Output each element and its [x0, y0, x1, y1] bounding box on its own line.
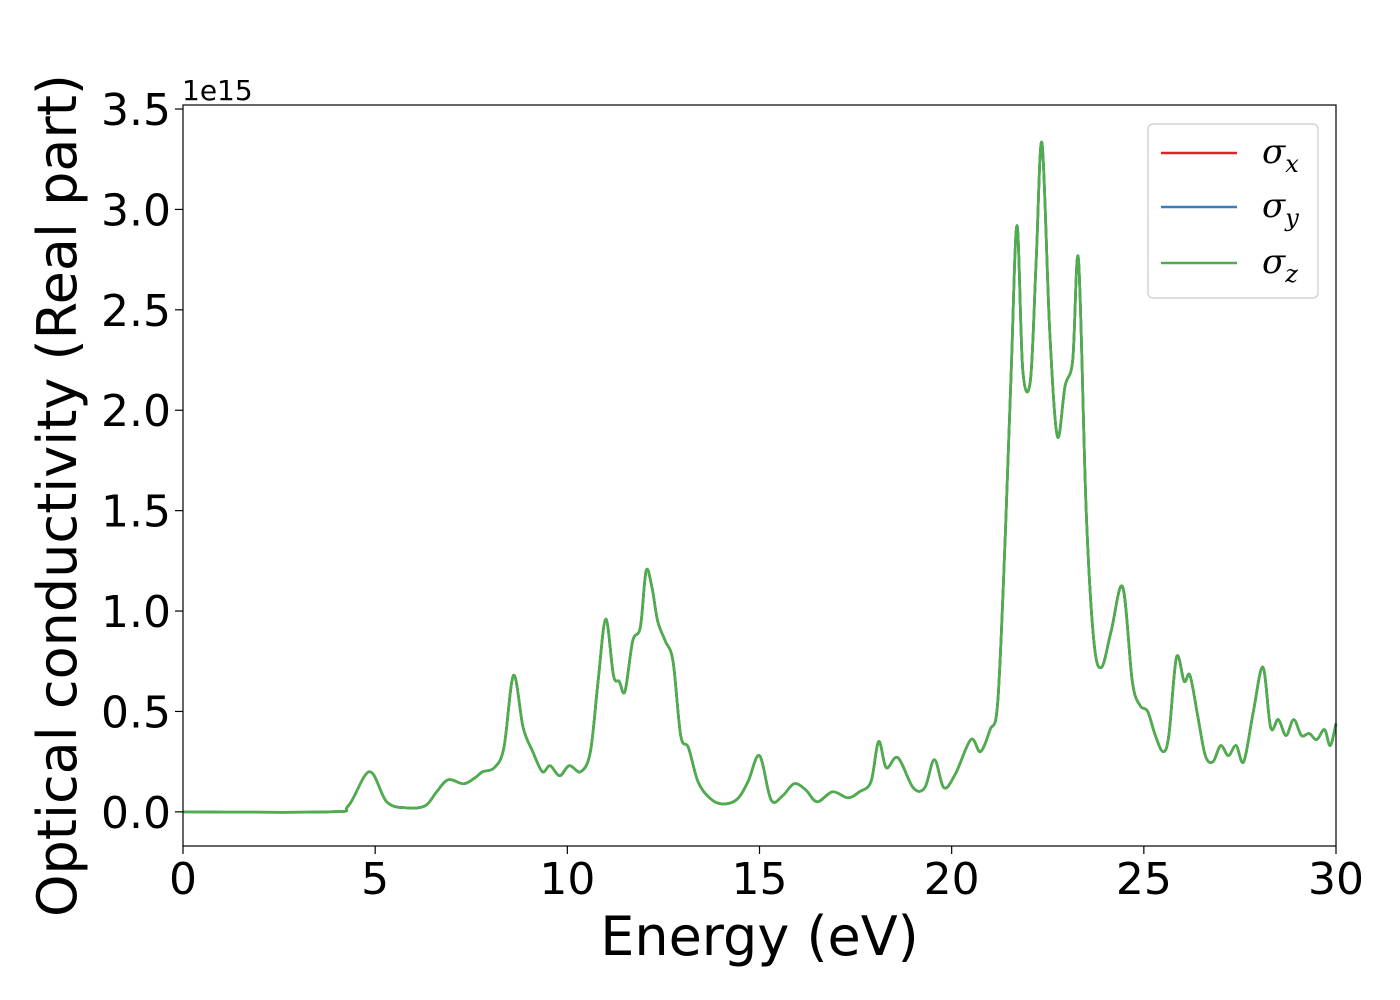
legend-label-x: σx	[1262, 132, 1299, 178]
y-tick-label: 0.5	[101, 687, 171, 738]
plot-area	[182, 140, 1338, 814]
x-tick-label: 5	[361, 854, 389, 905]
y-tick-label: 1.0	[101, 587, 171, 638]
x-axis-title: Energy (eV)	[600, 905, 919, 968]
x-axis: 0 5 10 15 20 25 30	[169, 846, 1364, 905]
x-tick-label: 15	[732, 854, 788, 905]
x-tick-label: 30	[1308, 854, 1364, 905]
x-tick-label: 25	[1116, 854, 1172, 905]
x-tick-label: 20	[924, 854, 980, 905]
legend-box	[1147, 123, 1319, 299]
y-axis-title: Optical conductivity (Real part)	[26, 74, 89, 917]
y-tick-label: 3.0	[101, 185, 171, 236]
y-axis-offset-label: 1e15	[182, 74, 253, 107]
y-axis: 0.0 0.5 1.0 1.5 2.0 2.5 3.0 3.5	[101, 85, 183, 839]
legend-label-y: σy	[1262, 186, 1299, 232]
y-tick-label: 3.5	[101, 85, 171, 136]
x-tick-label: 10	[539, 854, 595, 905]
y-tick-label: 2.0	[101, 386, 171, 437]
legend: σx σy σz	[1147, 123, 1319, 299]
legend-label-z: σz	[1262, 242, 1298, 288]
series-line-z	[182, 140, 1338, 814]
y-tick-label: 0.0	[101, 788, 171, 839]
x-tick-label: 0	[169, 854, 197, 905]
y-tick-label: 2.5	[101, 286, 171, 337]
y-tick-label: 1.5	[101, 487, 171, 538]
